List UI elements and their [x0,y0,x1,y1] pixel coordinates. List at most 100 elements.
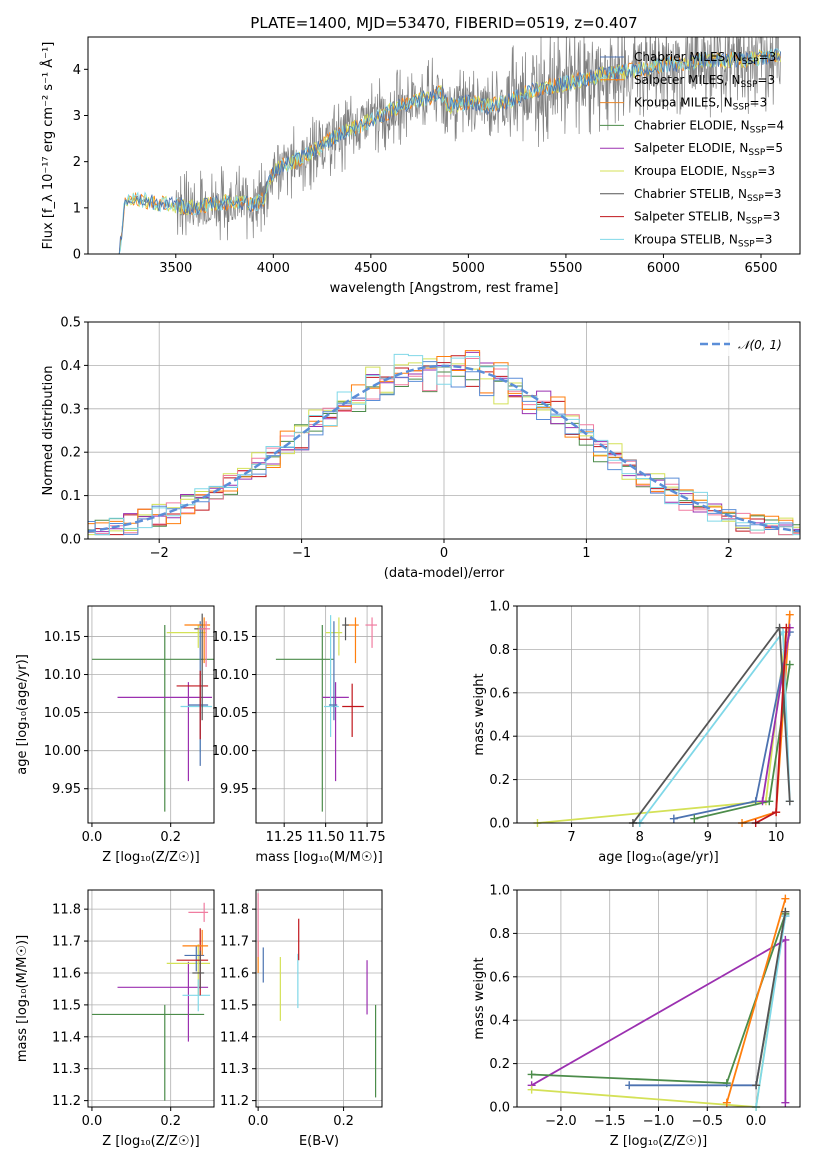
x-tick-label: 11.25 [266,830,303,845]
y-tick-label: 1 [73,201,81,216]
legend-label: Salpeter STELIB, NSSP=3 [634,210,780,227]
x-axis-label: E(B-V) [299,1134,339,1149]
legend-label: Chabrier ELODIE, NSSP=4 [634,118,784,135]
panel-weight_vs_Z: −2.0 −1.5 −1.0 −0.5 0.0 0.0 0.2 0.4 0.6 0.8 1.0 Z [… [472,884,801,1149]
y-tick-label: 0.0 [489,1101,510,1116]
x-tick-label: −1.0 [643,1114,675,1129]
figure-title: PLATE=1400, MJD=53470, FIBERID=0519, z=0… [250,14,637,32]
marker-plus [669,814,678,823]
axes-frame [87,605,215,824]
legend-label: Chabrier STELIB, NSSP=3 [634,187,782,204]
y-tick-label: 1.0 [489,884,510,899]
x-tick-label: 0.2 [160,830,181,845]
y-tick-label: 0.3 [60,402,81,417]
y-tick-label: 9.95 [52,782,81,797]
legend-label: Kroupa STELIB, NSSP=3 [634,232,772,249]
panel-weight_vs_age: 7 8 9 10 0.0 0.2 0.4 0.6 0.8 1.0 age [log₁₀(age/yr… [472,600,801,865]
x-tick-label: 4500 [354,261,387,276]
axes-frame [255,605,383,824]
y-tick-label: 10.15 [212,630,249,645]
y-tick-label: 11.8 [220,903,249,918]
y-tick-label: 0.0 [60,533,81,548]
legend-suffix: =3 [755,232,773,246]
y-tick-label: 0.8 [489,927,510,942]
legend-subscript: SSP [742,57,759,67]
panel-mass_vs_EBV: 0.0 0.2 11.2 11.3 11.4 11.5 11.6 11.7 11.8 E(B-V) [220,889,383,1149]
legend-label: Salpeter MILES, NSSP=3 [634,73,775,90]
y-tick-label: 2 [73,155,81,170]
x-tick-label: 4000 [257,261,290,276]
marker-plus [775,623,784,632]
y-tick-label: 10.00 [212,744,249,759]
y-tick-label: 1.0 [489,600,510,615]
x-tick-label: 11.75 [348,830,385,845]
y-axis-label: Normed distribution [41,366,56,496]
y-tick-label: 0.4 [489,1014,510,1029]
x-axis-label: age [log₁₀(age/yr)] [598,850,719,865]
marker-plus [781,1098,790,1107]
y-tick-label: 11.8 [52,903,81,918]
legend-subscript: SSP [750,125,767,135]
x-tick-label: 5000 [452,261,485,276]
legend-suffix: =3 [763,210,781,224]
legend-suffix: =4 [766,118,784,132]
y-tick-label: 0.1 [60,489,81,504]
legend-suffix: =3 [757,73,775,87]
x-tick-label: 7 [567,830,575,845]
x-axis-label: (data-model)/error [384,566,505,581]
axes-frame [516,605,801,824]
marker-plus [758,797,767,806]
y-tick-label: 11.4 [220,1030,249,1045]
legend-subscript: SSP [748,148,765,158]
legend-subscript: SSP [738,239,755,249]
x-tick-label: 0.0 [248,1114,269,1129]
legend-suffix: =5 [765,141,783,155]
x-tick-label: 6500 [744,261,777,276]
legend-subscript: SSP [741,171,758,181]
x-tick-label: 0 [440,546,448,561]
histogram-step-line [88,355,800,536]
y-tick-label: 0.0 [489,817,510,832]
y-tick-label: 4 [73,63,81,78]
x-axis-label: Z [log₁₀(Z/Z☉)] [102,850,199,865]
marker-plus [527,1085,536,1094]
y-tick-label: 11.5 [220,998,249,1013]
y-axis-label: mass weight [472,957,487,1039]
axes-frame [255,889,383,1108]
legend-subscript: SSP [741,80,758,90]
x-tick-label: 0.0 [82,830,103,845]
legend-suffix: =3 [759,50,777,64]
legend-subscript: SSP [747,194,764,204]
x-tick-label: −1 [292,546,311,561]
axes-frame [87,36,801,255]
y-tick-label: 11.7 [220,935,249,950]
x-tick-label: 1 [582,546,590,561]
legend-subscript: SSP [733,103,750,113]
marker-plus [785,610,794,619]
y-axis-label: age [log₁₀(age/yr)] [15,654,30,775]
y-axis-label: mass weight [472,673,487,755]
x-tick-label: 0.2 [160,1114,181,1129]
legend-suffix: =3 [757,164,775,178]
y-tick-label: 0.6 [489,970,510,985]
model-line [118,47,781,254]
y-tick-label: 0.8 [489,643,510,658]
axes-frame [87,321,801,540]
x-tick-label: 3500 [159,261,192,276]
marker-plus [527,1070,536,1079]
marker-plus [722,1098,731,1107]
legend-label: Chabrier MILES, NSSP=3 [634,50,776,67]
gaussian-curve [87,364,801,533]
y-tick-label: 11.5 [52,998,81,1013]
marker-plus [782,623,791,632]
x-tick-label: −1.5 [594,1114,626,1129]
y-tick-label: 0.2 [60,446,81,461]
y-tick-label: 10.10 [44,668,81,683]
legend-label: 𝒩(0, 1) [738,338,782,352]
mass-weight-line [755,915,787,1108]
y-tick-label: 11.6 [220,966,249,981]
mass-weight-line [673,631,791,820]
panel-age_vs_Z: 0.0 0.2 9.95 10.00 10.05 10.10 10.15 Z [log₁₀(Z… [15,605,215,865]
y-tick-label: 11.6 [52,966,81,981]
